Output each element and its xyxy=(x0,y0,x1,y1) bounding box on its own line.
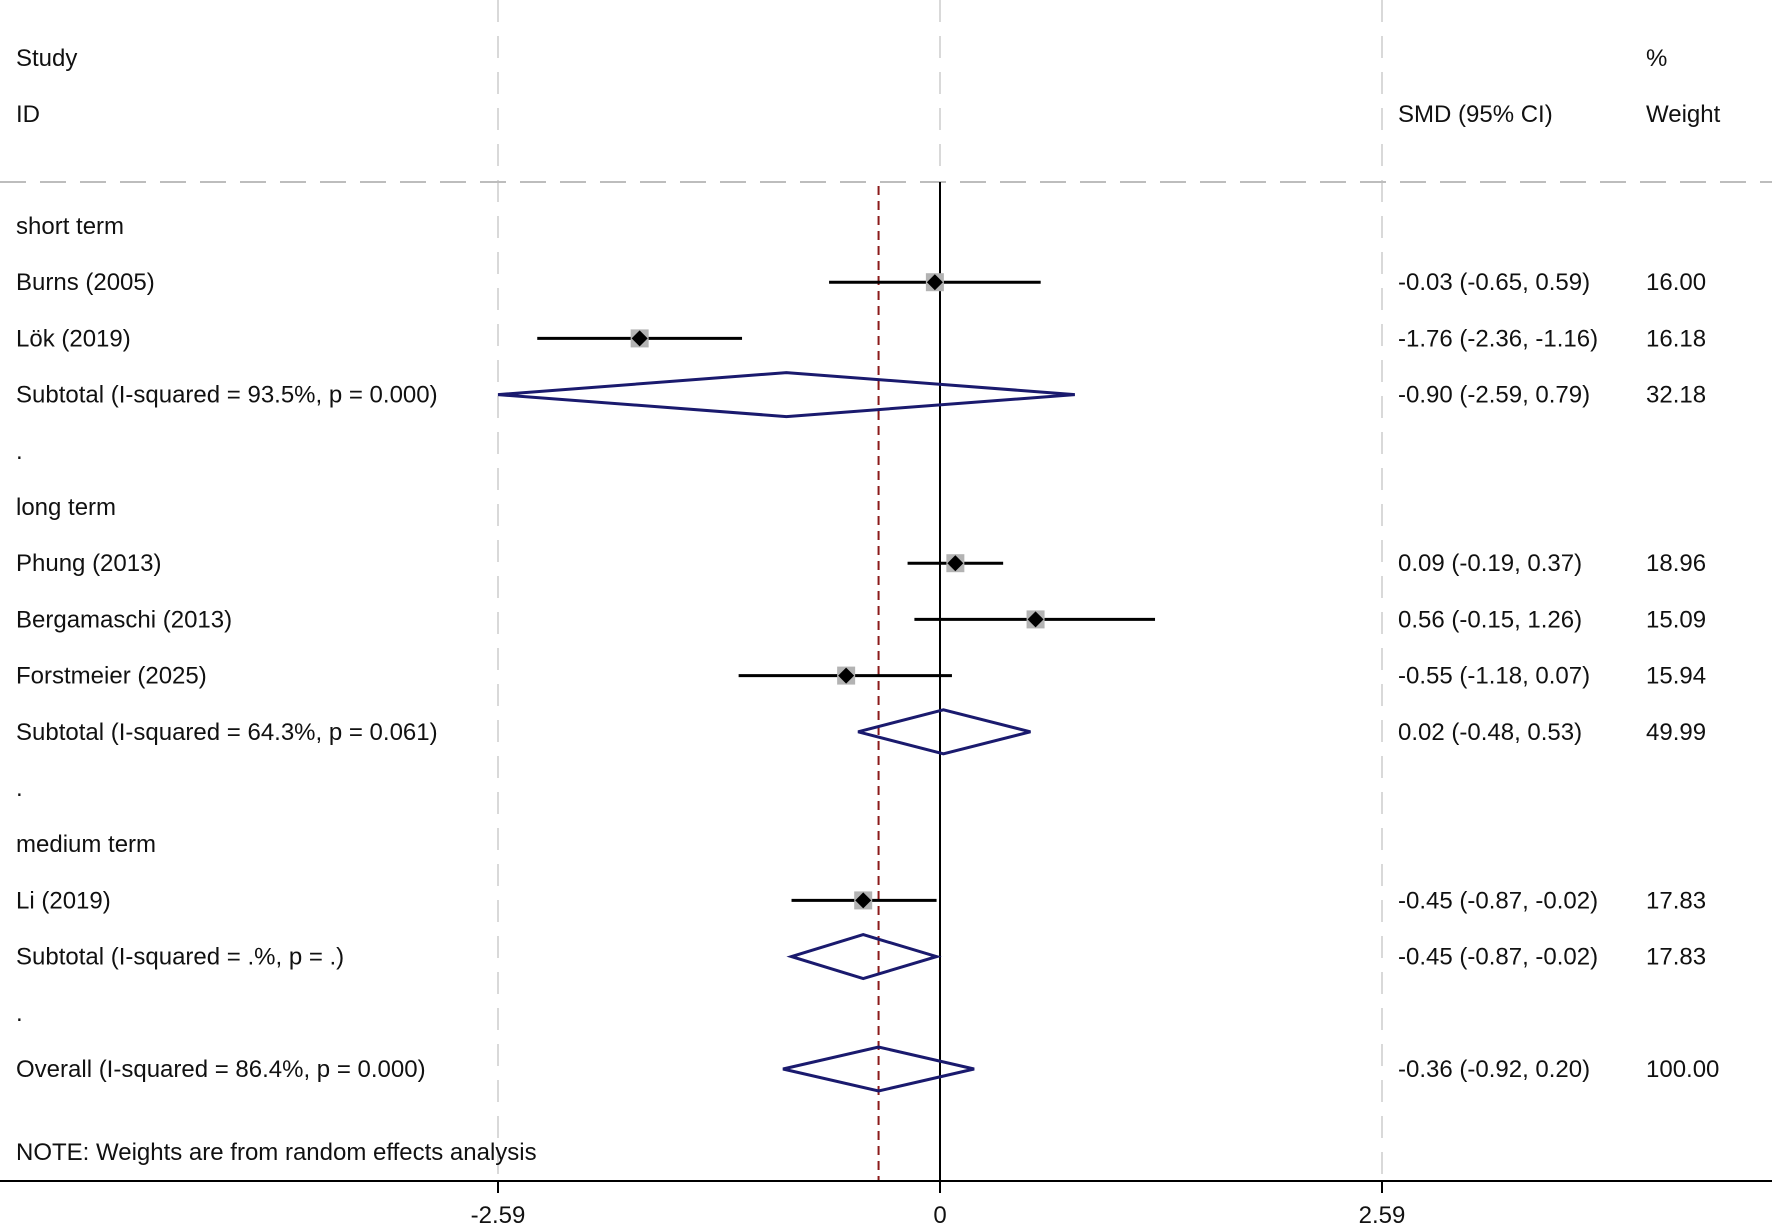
row-ci: 0.09 (-0.19, 0.37) xyxy=(1398,550,1582,577)
weight-header-percent: % xyxy=(1646,45,1667,72)
x-tick-label: 0 xyxy=(933,1202,946,1229)
row-weight: 49.99 xyxy=(1646,719,1706,746)
row-weight: 17.83 xyxy=(1646,887,1706,914)
footnote: NOTE: Weights are from random effects an… xyxy=(16,1139,537,1166)
row-label-study: Phung (2013) xyxy=(16,550,161,577)
row-label-spacer: . xyxy=(16,775,23,802)
row-ci: -0.45 (-0.87, -0.02) xyxy=(1398,944,1598,971)
subtotal-diamond xyxy=(786,933,942,981)
row-ci: 0.02 (-0.48, 0.53) xyxy=(1398,719,1582,746)
row-label-subtotal: Subtotal (I-squared = 93.5%, p = 0.000) xyxy=(16,382,438,409)
subtotal-diamond xyxy=(497,371,1075,419)
row-label-study: Lök (2019) xyxy=(16,325,131,352)
row-weight: 16.00 xyxy=(1646,269,1706,296)
row-label-subtotal: Subtotal (I-squared = .%, p = .) xyxy=(16,944,344,971)
x-tick-label: -2.59 xyxy=(471,1202,526,1229)
point-estimate xyxy=(631,330,648,347)
plot-marks xyxy=(497,182,1156,1181)
point-estimate xyxy=(1027,611,1044,628)
row-weight: 17.83 xyxy=(1646,944,1706,971)
row-ci: -0.03 (-0.65, 0.59) xyxy=(1398,269,1590,296)
row-weight: 15.94 xyxy=(1646,663,1706,690)
row-label-study: Bergamaschi (2013) xyxy=(16,606,232,633)
row-ci: 0.56 (-0.15, 1.26) xyxy=(1398,606,1582,633)
point-estimate xyxy=(926,274,943,291)
row-ci: -0.45 (-0.87, -0.02) xyxy=(1398,887,1598,914)
overall-diamond xyxy=(782,1045,975,1093)
row-label-group: long term xyxy=(16,494,116,521)
table-header: Study ID SMD (95% CI) % Weight xyxy=(16,45,1721,128)
subtotal-diamond xyxy=(857,708,1031,756)
id-header: ID xyxy=(16,101,40,128)
study-header: Study xyxy=(16,45,77,72)
row-label-spacer: . xyxy=(16,1000,23,1027)
row-label-subtotal: Subtotal (I-squared = 64.3%, p = 0.061) xyxy=(16,719,438,746)
x-axis: -2.59 0 2.59 xyxy=(0,1180,1772,1229)
point-estimate xyxy=(855,892,872,909)
row-ci: -0.90 (-2.59, 0.79) xyxy=(1398,382,1590,409)
point-estimate xyxy=(947,555,964,572)
row-label-study: Forstmeier (2025) xyxy=(16,663,207,690)
grid-layer xyxy=(0,0,1772,1181)
row-label-spacer: . xyxy=(16,438,23,465)
row-weight: 18.96 xyxy=(1646,550,1706,577)
row-weight: 100.00 xyxy=(1646,1056,1719,1083)
row-ci: -1.76 (-2.36, -1.16) xyxy=(1398,325,1598,352)
point-estimate xyxy=(838,667,855,684)
row-label-study: Burns (2005) xyxy=(16,269,155,296)
row-label-study: Li (2019) xyxy=(16,887,111,914)
row-label-overall: Overall (I-squared = 86.4%, p = 0.000) xyxy=(16,1056,426,1083)
row-label-group: medium term xyxy=(16,831,156,858)
row-ci: -0.55 (-1.18, 0.07) xyxy=(1398,663,1590,690)
x-tick-label: 2.59 xyxy=(1359,1202,1406,1229)
table-rows: short term Burns (2005) -0.03 (-0.65, 0.59… xyxy=(16,213,1719,1083)
weight-header: Weight xyxy=(1646,101,1721,128)
ci-header: SMD (95% CI) xyxy=(1398,101,1553,128)
row-label-group: short term xyxy=(16,213,124,240)
row-weight: 32.18 xyxy=(1646,382,1706,409)
row-weight: 15.09 xyxy=(1646,606,1706,633)
row-ci: -0.36 (-0.92, 0.20) xyxy=(1398,1056,1590,1083)
row-weight: 16.18 xyxy=(1646,325,1706,352)
